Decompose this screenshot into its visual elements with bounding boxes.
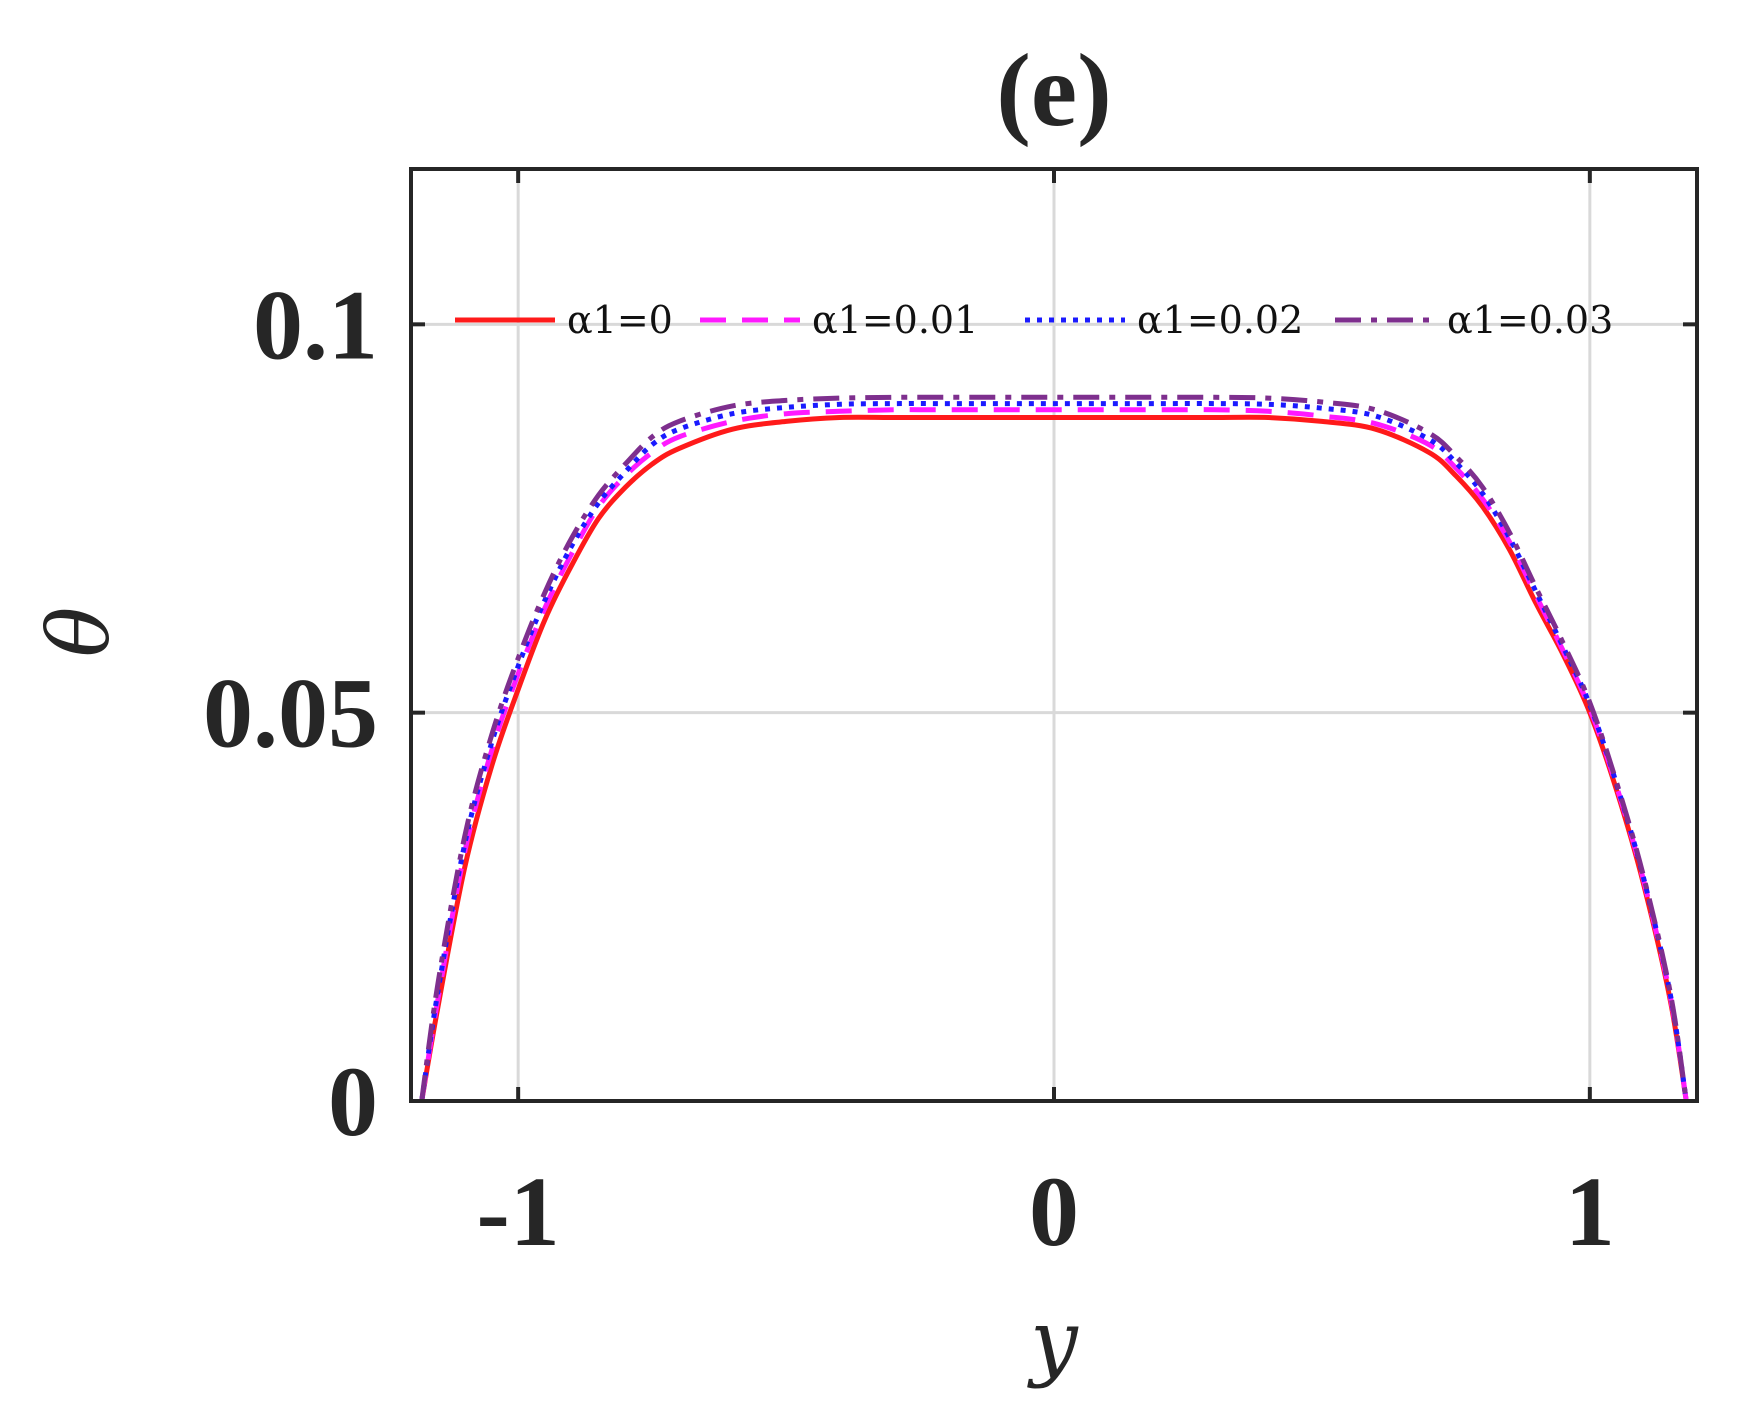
x-tick-label: 1 — [1565, 1156, 1615, 1267]
legend: α1=0 α1=0.01 α1=0.02 α1=0.03 — [455, 298, 1613, 342]
y-tick-label: 0 — [328, 1046, 378, 1157]
axis-ticks — [411, 169, 1697, 1103]
x-tick-label: -1 — [477, 1156, 560, 1267]
series-line — [419, 394, 1689, 1102]
x-axis-label: y — [1026, 1292, 1079, 1390]
y-tick-label: 0.05 — [203, 658, 378, 769]
series-line — [419, 407, 1689, 1102]
legend-label: α1=0 — [567, 298, 673, 342]
x-tick-label: 0 — [1029, 1156, 1079, 1267]
legend-label: α1=0.02 — [1137, 298, 1303, 342]
y-tick-label: 0.1 — [253, 269, 378, 380]
chart-title: (e) — [996, 33, 1111, 148]
y-axis-label: θ — [30, 607, 128, 658]
x-tick-labels: -1 0 1 — [477, 1156, 1615, 1267]
legend-label: α1=0.01 — [812, 298, 978, 342]
series-layer — [419, 394, 1689, 1102]
legend-label: α1=0.03 — [1447, 298, 1613, 342]
y-tick-labels: 0 0.05 0.1 — [203, 269, 378, 1157]
